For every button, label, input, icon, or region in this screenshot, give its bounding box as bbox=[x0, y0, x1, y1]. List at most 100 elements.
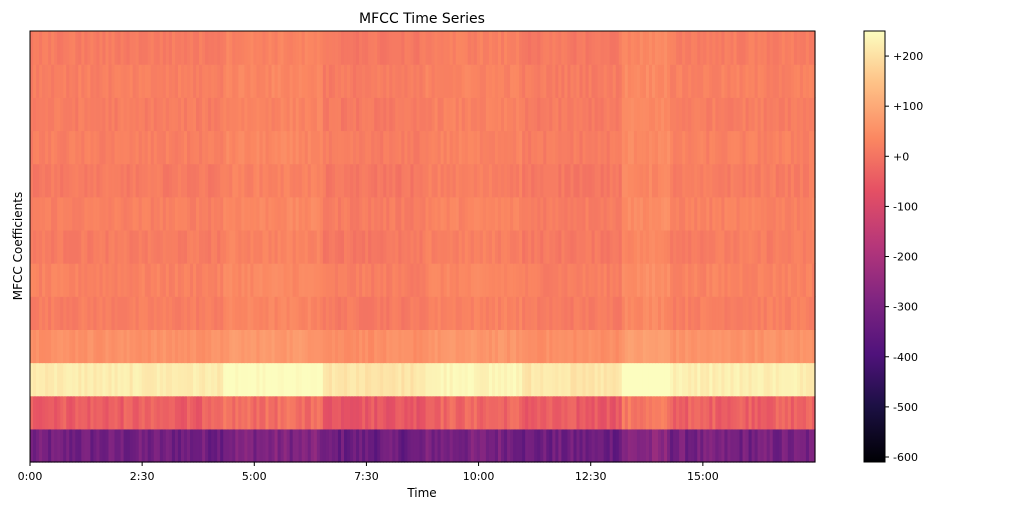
heatmap-cell bbox=[383, 31, 387, 65]
heatmap-cell bbox=[473, 362, 478, 397]
heatmap-cell bbox=[775, 329, 780, 364]
heatmap-cell bbox=[534, 229, 538, 264]
heatmap-cell bbox=[105, 130, 110, 165]
heatmap-cell bbox=[256, 362, 261, 397]
heatmap-cell bbox=[443, 196, 448, 231]
heatmap-cell bbox=[168, 263, 173, 297]
heatmap-cell bbox=[766, 428, 771, 463]
heatmap-cell bbox=[712, 31, 716, 65]
heatmap-cell bbox=[93, 263, 98, 297]
heatmap-cell bbox=[642, 163, 647, 198]
heatmap-cell bbox=[748, 263, 753, 297]
heatmap-cell bbox=[733, 31, 738, 65]
heatmap-cell bbox=[30, 296, 34, 330]
heatmap-cell bbox=[177, 329, 182, 364]
heatmap-cell bbox=[745, 329, 750, 364]
heatmap-cell bbox=[87, 130, 91, 165]
heatmap-cell bbox=[673, 329, 677, 364]
heatmap-cell bbox=[380, 329, 384, 364]
heatmap-cell bbox=[344, 97, 348, 132]
heatmap-cell bbox=[639, 395, 644, 430]
heatmap-cell bbox=[479, 362, 484, 397]
heatmap-cell bbox=[552, 196, 556, 231]
heatmap-cell bbox=[504, 97, 508, 132]
heatmap-cell bbox=[497, 196, 502, 231]
colorbar bbox=[863, 30, 886, 463]
heatmap-cell bbox=[416, 395, 421, 430]
heatmap-cell bbox=[226, 64, 230, 98]
heatmap-cell bbox=[642, 97, 647, 132]
heatmap-cell bbox=[325, 163, 330, 198]
heatmap-cell bbox=[36, 97, 40, 132]
heatmap-cell bbox=[105, 329, 110, 364]
heatmap-cell bbox=[271, 31, 276, 65]
heatmap-cell bbox=[757, 329, 762, 364]
heatmap-cell bbox=[250, 263, 255, 297]
heatmap-cell bbox=[685, 229, 689, 264]
heatmap-cell bbox=[328, 296, 333, 330]
heatmap-cell bbox=[452, 362, 457, 397]
heatmap-cell bbox=[615, 428, 620, 463]
heatmap-cell bbox=[286, 196, 291, 231]
heatmap-cell bbox=[654, 130, 659, 165]
heatmap-cell bbox=[745, 296, 750, 330]
heatmap-cell bbox=[573, 229, 578, 264]
heatmap-cell bbox=[766, 163, 771, 198]
heatmap-cell bbox=[347, 395, 351, 430]
heatmap-cell bbox=[748, 196, 753, 231]
heatmap-cell bbox=[419, 395, 424, 430]
heatmap-cell bbox=[389, 31, 393, 65]
heatmap-cell bbox=[129, 97, 134, 132]
heatmap-cell bbox=[105, 163, 110, 198]
heatmap-cell bbox=[235, 428, 239, 463]
heatmap-cell bbox=[268, 395, 273, 430]
heatmap-cell bbox=[549, 428, 553, 463]
heatmap-cell bbox=[612, 196, 617, 231]
heatmap-cell bbox=[642, 263, 647, 297]
heatmap-cell bbox=[283, 329, 288, 364]
heatmap-cell bbox=[39, 130, 43, 165]
heatmap-cell bbox=[208, 229, 212, 264]
heatmap-cell bbox=[658, 263, 662, 297]
heatmap-cell bbox=[93, 196, 98, 231]
heatmap-cell bbox=[778, 296, 783, 330]
heatmap-cell bbox=[522, 31, 526, 65]
heatmap-cell bbox=[295, 64, 300, 98]
heatmap-cell bbox=[694, 395, 698, 430]
heatmap-cell bbox=[331, 64, 336, 98]
heatmap-cell bbox=[612, 329, 617, 364]
heatmap-cell bbox=[531, 362, 535, 397]
heatmap-cell bbox=[337, 196, 342, 231]
heatmap-cell bbox=[594, 263, 599, 297]
heatmap-cell bbox=[561, 428, 565, 463]
heatmap-cell bbox=[772, 229, 777, 264]
heatmap-cell bbox=[69, 395, 73, 430]
heatmap-cell bbox=[715, 196, 719, 231]
heatmap-cell bbox=[482, 97, 487, 132]
heatmap-cell bbox=[636, 395, 641, 430]
heatmap-cell bbox=[362, 97, 366, 132]
heatmap-cell bbox=[340, 362, 345, 397]
heatmap-cell bbox=[464, 130, 469, 165]
heatmap-cell bbox=[428, 31, 433, 65]
heatmap-cell bbox=[386, 163, 390, 198]
heatmap-cell bbox=[226, 163, 230, 198]
heatmap-cell bbox=[328, 329, 333, 364]
heatmap-cell bbox=[582, 428, 587, 463]
colorbar-tick-label: -300 bbox=[893, 301, 918, 314]
heatmap-cell bbox=[775, 229, 780, 264]
heatmap-cell bbox=[359, 31, 363, 65]
heatmap-cell bbox=[226, 362, 230, 397]
heatmap-cell bbox=[319, 329, 324, 364]
heatmap-cell bbox=[183, 395, 188, 430]
heatmap-cell bbox=[670, 31, 674, 65]
heatmap-cell bbox=[214, 64, 218, 98]
heatmap-cell bbox=[93, 395, 98, 430]
heatmap-cell bbox=[217, 428, 221, 463]
heatmap-cell bbox=[618, 428, 623, 463]
heatmap-cell bbox=[123, 395, 128, 430]
heatmap-cell bbox=[319, 163, 324, 198]
heatmap-cell bbox=[479, 64, 484, 98]
heatmap-cell bbox=[162, 229, 167, 264]
heatmap-cell bbox=[531, 130, 535, 165]
